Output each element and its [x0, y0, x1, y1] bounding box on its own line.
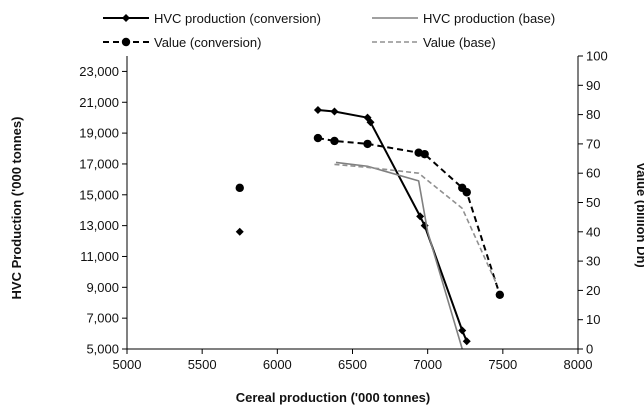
data-point-circle — [121, 37, 131, 47]
y-left-tick-label: 23,000 — [79, 64, 119, 79]
legend: HVC production (conversion) HVC productio… — [103, 11, 555, 50]
legend-entry: Value (base) — [372, 35, 496, 50]
data-point-circle — [363, 139, 372, 149]
legend-label: HVC production (conversion) — [154, 11, 321, 26]
series-line — [317, 108, 468, 342]
y-left-tick-label: 13,000 — [79, 218, 119, 233]
x-tick-label: 8000 — [564, 357, 593, 372]
data-point-diamond — [122, 14, 130, 22]
y-right-tick-label: 10 — [586, 312, 600, 327]
x-tick-label: 5500 — [188, 357, 217, 372]
data-point-circle — [420, 149, 429, 159]
data-point-diamond — [366, 118, 375, 127]
legend-label: Value (conversion) — [154, 35, 261, 50]
y-left-tick-label: 7,000 — [86, 311, 119, 326]
y-left-tick-label: 11,000 — [80, 249, 119, 264]
legend-entry: HVC production (conversion) — [103, 11, 321, 26]
y-right-tick-label: 70 — [586, 136, 600, 151]
x-tick-label: 7000 — [413, 357, 442, 372]
data-point-diamond — [330, 107, 339, 116]
data-point-diamond — [462, 337, 471, 346]
y-left-tick-label: 15,000 — [79, 187, 119, 202]
y-right-tick-label: 40 — [586, 224, 600, 239]
y-left-tick-label: 5,000 — [86, 342, 119, 357]
y-axis-title-left: HVC Production ('000 tonnes) — [9, 117, 24, 300]
y-axis-title-right: Value (billion Dh) — [634, 162, 644, 267]
y-right-tick-label: 0 — [586, 342, 593, 357]
data-point-circle — [330, 136, 339, 146]
y-right-tick-label: 20 — [586, 283, 600, 298]
plot-area — [235, 105, 505, 350]
series-line — [335, 161, 464, 350]
legend-entry: HVC production (base) — [372, 11, 555, 26]
legend-label: Value (base) — [423, 35, 496, 50]
series-line — [334, 163, 498, 285]
y-right-tick-label: 50 — [586, 195, 600, 210]
y-left-tick-label: 21,000 — [79, 95, 119, 110]
data-point-circle — [235, 183, 244, 193]
y-right-tick-label: 30 — [586, 254, 600, 269]
series-group — [334, 163, 498, 285]
data-point-circle — [495, 290, 505, 299]
data-point-circle — [313, 133, 323, 143]
y-left-tick-label: 19,000 — [79, 126, 119, 141]
x-axis-title: Cereal production ('000 tonnes) — [236, 390, 431, 405]
y-left-tick-label: 9,000 — [86, 280, 119, 295]
data-point-diamond — [313, 105, 322, 114]
x-tick-label: 6000 — [263, 357, 292, 372]
data-point-diamond — [458, 326, 467, 335]
series-group — [235, 133, 505, 299]
y-right-tick-label: 90 — [586, 78, 600, 93]
x-tick-label: 7500 — [488, 357, 517, 372]
data-point-diamond — [416, 212, 425, 221]
series-line — [317, 137, 501, 296]
data-point-circle — [462, 188, 471, 197]
y-left-tick-label: 17,000 — [79, 156, 119, 171]
series-group — [335, 161, 464, 350]
legend-label: HVC production (base) — [423, 11, 555, 26]
legend-entry: Value (conversion) — [103, 35, 261, 50]
x-tick-label: 5000 — [113, 357, 142, 372]
y-right-tick-label: 80 — [586, 107, 600, 122]
axes: 5000 5500 6000 6500 7000 7500 8000 5,000 7,000 9,… — [79, 49, 607, 373]
y-right-tick-label: 60 — [586, 166, 600, 181]
x-tick-label: 6500 — [338, 357, 367, 372]
y-right-tick-label: 100 — [586, 49, 608, 64]
data-point-diamond — [235, 227, 244, 236]
